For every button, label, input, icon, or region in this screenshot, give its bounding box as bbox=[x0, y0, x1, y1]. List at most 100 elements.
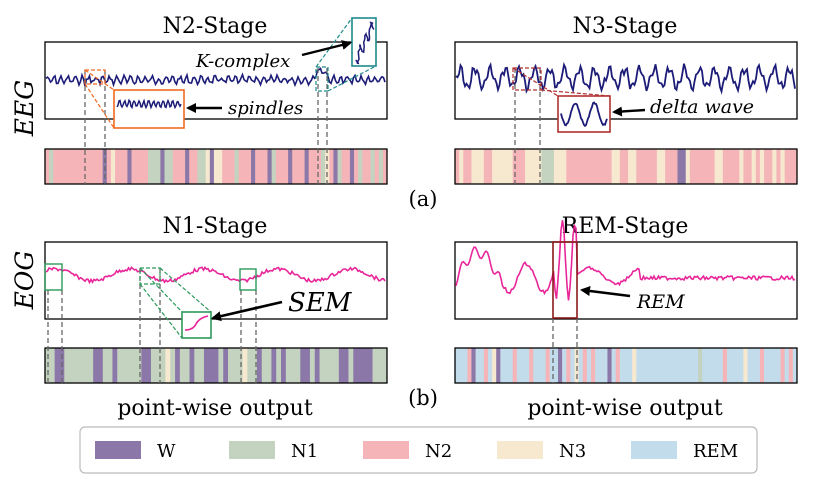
stage-segment bbox=[285, 348, 292, 383]
stage-segment bbox=[256, 348, 263, 383]
stage-segment bbox=[170, 348, 176, 383]
stage-segment bbox=[780, 348, 786, 383]
stage-segment bbox=[533, 149, 538, 184]
stage-segment bbox=[566, 149, 571, 184]
stage-segment bbox=[743, 348, 749, 383]
stage-segment bbox=[755, 348, 761, 383]
kcomplex-arrow bbox=[301, 40, 352, 57]
stage-segment bbox=[764, 348, 769, 383]
rem-title: REM-Stage bbox=[562, 214, 689, 239]
stage-segment bbox=[714, 348, 720, 383]
legend-label-n2: N2 bbox=[425, 441, 452, 462]
stage-segment bbox=[735, 149, 740, 184]
stage-segment bbox=[496, 348, 501, 383]
stage-segment bbox=[152, 149, 157, 184]
stage-segment bbox=[479, 348, 485, 383]
stage-segment bbox=[545, 348, 551, 383]
drop-lines bbox=[47, 68, 578, 383]
stage-segment bbox=[541, 348, 547, 383]
stage-segment bbox=[533, 348, 538, 383]
stage-segment bbox=[487, 149, 493, 184]
stage-segment bbox=[743, 149, 749, 184]
stage-segment bbox=[553, 348, 559, 383]
stage-segment bbox=[232, 348, 239, 383]
stage-segment bbox=[139, 149, 145, 184]
stage-segment bbox=[582, 348, 588, 383]
stage-segment bbox=[300, 348, 306, 383]
stage-segment bbox=[644, 149, 650, 184]
stage-segment bbox=[184, 348, 191, 383]
stage-segment bbox=[665, 348, 670, 383]
stage-segment bbox=[73, 348, 80, 383]
sem-label: SEM bbox=[288, 288, 353, 318]
stage-segment bbox=[607, 348, 613, 383]
n3-bar-frame bbox=[454, 148, 798, 185]
stage-segment bbox=[516, 348, 522, 383]
stage-segment bbox=[677, 149, 683, 184]
stage-segment bbox=[295, 348, 301, 383]
stage-segment bbox=[247, 348, 253, 383]
stage-segment bbox=[127, 149, 133, 184]
stage-segment bbox=[283, 149, 289, 184]
stage-segment bbox=[175, 348, 181, 383]
stage-segment bbox=[94, 149, 100, 184]
stage-segment bbox=[237, 348, 243, 383]
stage-segment bbox=[143, 149, 149, 184]
n2-eeg-signal bbox=[45, 67, 386, 88]
stage-segment bbox=[213, 348, 219, 383]
stage-segment bbox=[689, 149, 695, 184]
stage-segment bbox=[131, 149, 137, 184]
stage-segment bbox=[698, 348, 703, 383]
stage-segment bbox=[644, 348, 650, 383]
stage-segment bbox=[640, 149, 646, 184]
stage-segment bbox=[73, 149, 79, 184]
stage-segment bbox=[586, 348, 592, 383]
stage-segment bbox=[726, 149, 732, 184]
stage-segment bbox=[176, 149, 182, 184]
stage-segment bbox=[455, 348, 460, 383]
legend-swatch-n2 bbox=[363, 441, 409, 459]
stage-segment bbox=[123, 149, 128, 184]
stage-segment bbox=[98, 149, 104, 184]
stage-segment bbox=[516, 149, 522, 184]
stage-segment bbox=[735, 348, 740, 383]
stage-segment bbox=[475, 348, 481, 383]
stage-segment bbox=[222, 149, 227, 184]
stage-segment bbox=[681, 348, 687, 383]
n2-bar-frame bbox=[44, 148, 388, 185]
stage-segment bbox=[189, 149, 194, 184]
n1-eog-signal bbox=[45, 266, 386, 285]
stage-segment bbox=[164, 149, 170, 184]
stage-segment bbox=[731, 149, 736, 184]
stage-segment bbox=[615, 348, 621, 383]
stage-segment bbox=[483, 348, 489, 383]
stage-segment bbox=[324, 348, 330, 383]
legend-swatch-n1 bbox=[229, 441, 275, 459]
stage-segment bbox=[578, 348, 584, 383]
stage-segment bbox=[367, 348, 374, 383]
stage-segment bbox=[677, 348, 683, 383]
stage-segment bbox=[348, 348, 354, 383]
stage-segment bbox=[529, 348, 534, 383]
stage-segment bbox=[640, 348, 646, 383]
stage-segment bbox=[119, 149, 124, 184]
delta-arrow bbox=[612, 106, 646, 117]
stage-segment bbox=[53, 149, 58, 184]
stage-segment bbox=[751, 348, 757, 383]
stage-segment bbox=[549, 149, 555, 184]
stage-segment bbox=[377, 348, 383, 383]
delta-zoom bbox=[512, 67, 611, 133]
stage-segment bbox=[218, 149, 223, 184]
rem-bar-frame bbox=[454, 347, 798, 384]
legend-swatch-n3 bbox=[497, 441, 543, 459]
stage-segment bbox=[648, 149, 654, 184]
stage-segment bbox=[329, 348, 335, 383]
stage-segment bbox=[463, 149, 468, 184]
kcomplex-label: K-complex bbox=[195, 51, 290, 72]
sem-arrow bbox=[211, 300, 283, 322]
legend-label-w: W bbox=[157, 441, 176, 462]
stage-segment bbox=[566, 348, 571, 383]
eeg-row-label: EEG bbox=[10, 80, 39, 137]
stage-segment bbox=[669, 348, 674, 383]
